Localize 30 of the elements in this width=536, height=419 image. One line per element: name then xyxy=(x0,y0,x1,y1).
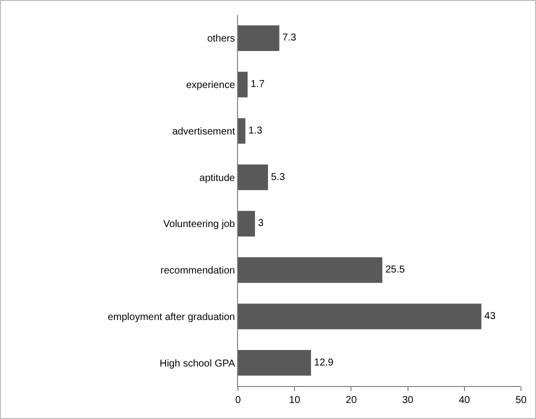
y-tick-label: aptitude xyxy=(199,172,236,184)
data-label: 7.3 xyxy=(282,32,297,44)
y-tick-label: others xyxy=(207,34,235,45)
bar xyxy=(238,118,246,144)
x-tick-label: 50 xyxy=(515,395,527,406)
y-tick-label: experience xyxy=(186,80,236,92)
x-tick-label: 10 xyxy=(289,395,301,406)
y-tick-label: advertisement xyxy=(172,126,236,138)
y-tick-label: Volunteering job xyxy=(163,219,236,230)
bar xyxy=(238,164,268,190)
data-label: 43 xyxy=(484,310,496,322)
bar xyxy=(238,304,482,330)
x-tick-label: 20 xyxy=(346,395,358,406)
x-tick-label: 0 xyxy=(235,395,242,406)
data-label: 3 xyxy=(258,218,264,230)
data-label: 1.3 xyxy=(248,125,263,136)
bar xyxy=(238,72,248,98)
bar xyxy=(238,210,255,236)
y-tick-label: employment after graduation xyxy=(108,312,235,323)
bar xyxy=(238,350,312,376)
y-tick-label: High school GPA xyxy=(160,358,236,370)
x-tick-label: 40 xyxy=(458,395,470,406)
data-label: 1.7 xyxy=(250,79,265,90)
x-tick-label: 30 xyxy=(402,395,414,406)
data-label: 12.9 xyxy=(314,357,334,368)
bar xyxy=(238,25,280,51)
y-tick-label: recommendation xyxy=(160,266,235,277)
data-label: 25.5 xyxy=(385,264,406,276)
data-label: 5.3 xyxy=(271,172,286,183)
bar xyxy=(238,257,382,283)
